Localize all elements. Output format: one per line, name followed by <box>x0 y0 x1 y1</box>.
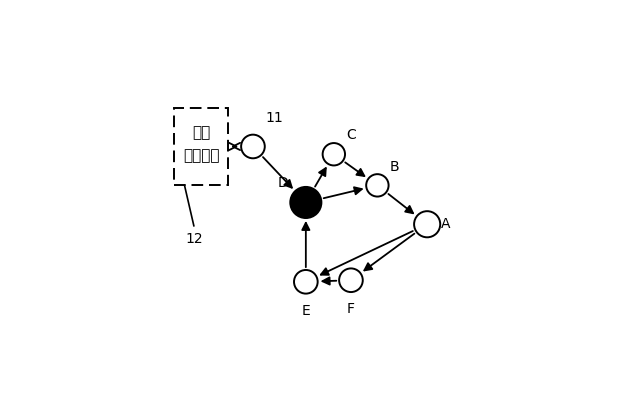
Ellipse shape <box>294 270 318 294</box>
FancyBboxPatch shape <box>174 107 228 185</box>
Text: 监控: 监控 <box>192 125 210 140</box>
Text: 终端设备: 终端设备 <box>183 148 219 163</box>
Text: B: B <box>390 160 399 175</box>
Text: A: A <box>441 217 451 231</box>
Ellipse shape <box>290 187 321 218</box>
Text: 11: 11 <box>265 111 283 125</box>
Text: E: E <box>302 303 310 318</box>
Ellipse shape <box>323 143 345 166</box>
Text: 12: 12 <box>185 232 203 246</box>
Text: D: D <box>278 176 289 190</box>
Text: F: F <box>347 302 355 316</box>
Ellipse shape <box>241 135 265 158</box>
Ellipse shape <box>366 174 389 197</box>
Ellipse shape <box>339 268 363 292</box>
Text: C: C <box>346 128 356 142</box>
Ellipse shape <box>414 211 440 237</box>
